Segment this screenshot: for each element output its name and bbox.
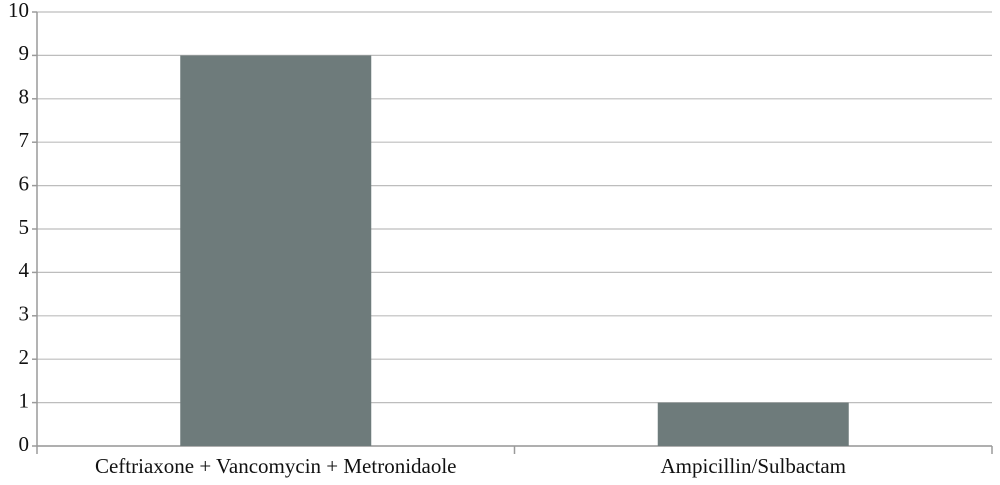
y-tick-label: 9 <box>19 41 30 65</box>
y-tick-label: 4 <box>19 258 30 282</box>
y-tick-label: 8 <box>19 85 30 109</box>
y-tick-label: 3 <box>19 302 30 326</box>
y-tick-label: 6 <box>19 171 30 195</box>
y-tick-label: 7 <box>19 128 30 152</box>
y-tick-label: 0 <box>19 432 30 456</box>
y-tick-label: 1 <box>19 388 30 412</box>
y-tick-label: 10 <box>8 0 29 22</box>
y-tick-label: 5 <box>19 215 30 239</box>
bar <box>657 402 849 446</box>
x-tick-label: Ampicillin/Sulbactam <box>661 454 846 478</box>
y-tick-label: 2 <box>19 345 30 369</box>
bar <box>180 55 372 447</box>
x-tick-label: Ceftriaxone + Vancomycin + Metronidaole <box>95 454 457 478</box>
